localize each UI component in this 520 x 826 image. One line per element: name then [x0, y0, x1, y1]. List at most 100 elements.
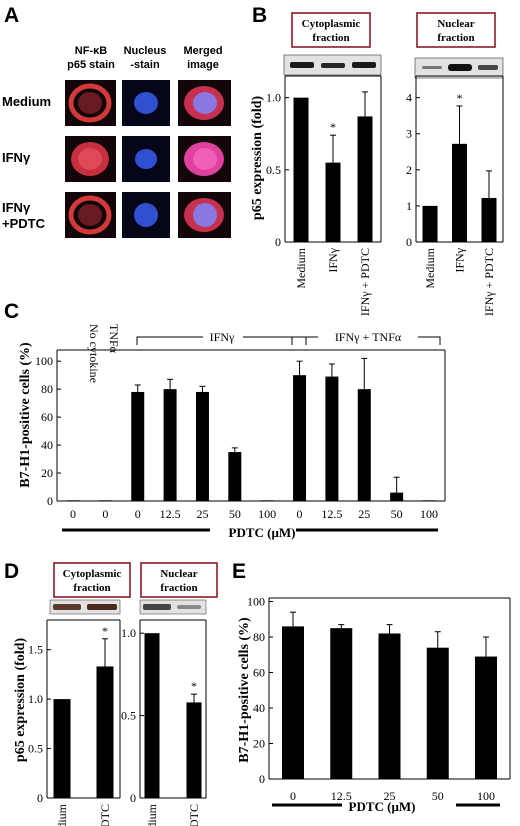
category-label: 100 — [420, 507, 438, 521]
row-label-medium: Medium — [2, 94, 51, 109]
panel-letter-a: A — [4, 4, 19, 27]
western-blot — [139, 599, 207, 615]
panel-letter-b: B — [252, 4, 267, 27]
bar — [131, 391, 145, 501]
y-axis-label: p65 expression (fold) — [13, 638, 28, 763]
blot-band — [177, 605, 201, 609]
category-label: 100 — [477, 789, 495, 803]
blot-band — [290, 62, 314, 68]
x-axis-label: PDTC (μM) — [349, 799, 416, 814]
y-tick-label: 0 — [130, 791, 136, 805]
category-label: 0 — [297, 507, 303, 521]
bar — [452, 143, 467, 242]
box-label-line1: Cytoplasmic — [302, 18, 361, 30]
x-axis-label: PDTC (μM) — [229, 525, 296, 540]
bar — [357, 389, 371, 501]
western-blot — [49, 599, 121, 615]
bar — [330, 628, 353, 779]
category-label: 25 — [358, 507, 370, 521]
y-tick-label: 0.5 — [121, 709, 136, 723]
panel-letter-d: D — [4, 560, 19, 583]
box-label-frame — [140, 562, 218, 598]
y-tick-label: 100 — [247, 595, 265, 609]
bar — [260, 500, 274, 502]
panel-c: B7-H1-positive cells (%) No cytokine TNF… — [18, 324, 441, 540]
y-tick-label: 0 — [275, 235, 281, 249]
panel-a: NF-κB p65 stain Nucleus -stain Merged im… — [2, 45, 231, 238]
y-tick-label: 20 — [253, 737, 265, 751]
bar — [96, 666, 114, 798]
bar — [66, 500, 80, 502]
col-header-merged-1: Merged — [183, 45, 222, 57]
blot-band — [422, 66, 442, 69]
category-label: 0 — [102, 507, 108, 521]
panel-b-nuclear: Nuclear fraction — [414, 12, 504, 79]
blot-band — [53, 604, 81, 610]
y-tick-label: 80 — [41, 382, 53, 396]
box-label-line2: fraction — [437, 32, 474, 44]
panel-letter-c: C — [4, 300, 19, 323]
bar — [475, 656, 497, 779]
y-tick-label: 1.0 — [121, 626, 136, 640]
bar — [282, 626, 304, 779]
category-label: PDTC — [187, 804, 201, 826]
y-tick-label: 0 — [37, 791, 43, 805]
blot-band — [478, 65, 498, 70]
box-label-frame — [416, 12, 496, 48]
category-label: 100 — [258, 507, 276, 521]
category-label: 50 — [432, 789, 444, 803]
significance-star: * — [191, 679, 197, 693]
category-label: 12.5 — [331, 789, 352, 803]
nucleus-ifn-pdtc-merged — [193, 203, 217, 227]
category-label: Medium — [55, 803, 69, 826]
y-tick-label: 4 — [406, 91, 412, 105]
y-tick-label: 40 — [253, 701, 265, 715]
category-label: Medium — [145, 803, 159, 826]
cell-ifn-pdtc-p65-inner — [78, 204, 102, 226]
row-label-ifn-pdtc-2: +PDTC — [2, 216, 46, 231]
blot-band — [352, 62, 376, 68]
category-label: IFNγ — [453, 247, 467, 272]
category-label: 12.5 — [321, 507, 342, 521]
col-header-nucleus-1: Nucleus — [124, 45, 167, 57]
panel-d-cytoplasmic: Cytoplasmic fraction p65 expression (fol… — [13, 562, 131, 763]
box-label-line2: fraction — [312, 32, 349, 44]
y-tick-label: 80 — [253, 630, 265, 644]
blot-band — [321, 63, 345, 68]
bar — [293, 375, 307, 501]
category-label: IFNγ — [326, 247, 340, 272]
y-tick-label: 60 — [253, 666, 265, 680]
col-header-p65-2: p65 stain — [67, 59, 115, 71]
category-label: 50 — [229, 507, 241, 521]
row-label-ifn-pdtc-1: IFNγ — [2, 200, 31, 215]
category-label: PDTC — [98, 804, 112, 826]
y-tick-label: 40 — [41, 438, 53, 452]
bar — [293, 97, 309, 242]
category-label: 25 — [196, 507, 208, 521]
box-label-line2: fraction — [73, 582, 110, 594]
bar — [325, 162, 341, 242]
y-tick-label: 0.5 — [266, 163, 281, 177]
y-tick-label: 1 — [406, 199, 412, 213]
y-axis-label: p65 expression (fold) — [250, 96, 265, 221]
category-label: Medium — [423, 247, 437, 288]
y-tick-label: 0 — [259, 772, 265, 786]
significance-star: * — [102, 624, 108, 638]
nucleus-medium — [134, 92, 158, 114]
category-label: 0 — [135, 507, 141, 521]
blot-band — [87, 604, 117, 610]
label-ifn-tnf: IFNγ + TNFα — [335, 330, 402, 344]
significance-star: * — [330, 120, 336, 134]
y-tick-label: 1.5 — [28, 643, 43, 657]
bar — [357, 116, 373, 242]
category-label: 0 — [70, 507, 76, 521]
bar — [53, 699, 71, 798]
box-label-line2: fraction — [160, 582, 197, 594]
significance-star: * — [457, 91, 463, 105]
bar — [325, 376, 339, 501]
bar — [195, 391, 209, 501]
y-tick-label: 0 — [406, 235, 412, 249]
y-tick-label: 1.0 — [28, 692, 43, 706]
nucleus-ifn-pdtc — [134, 203, 158, 227]
